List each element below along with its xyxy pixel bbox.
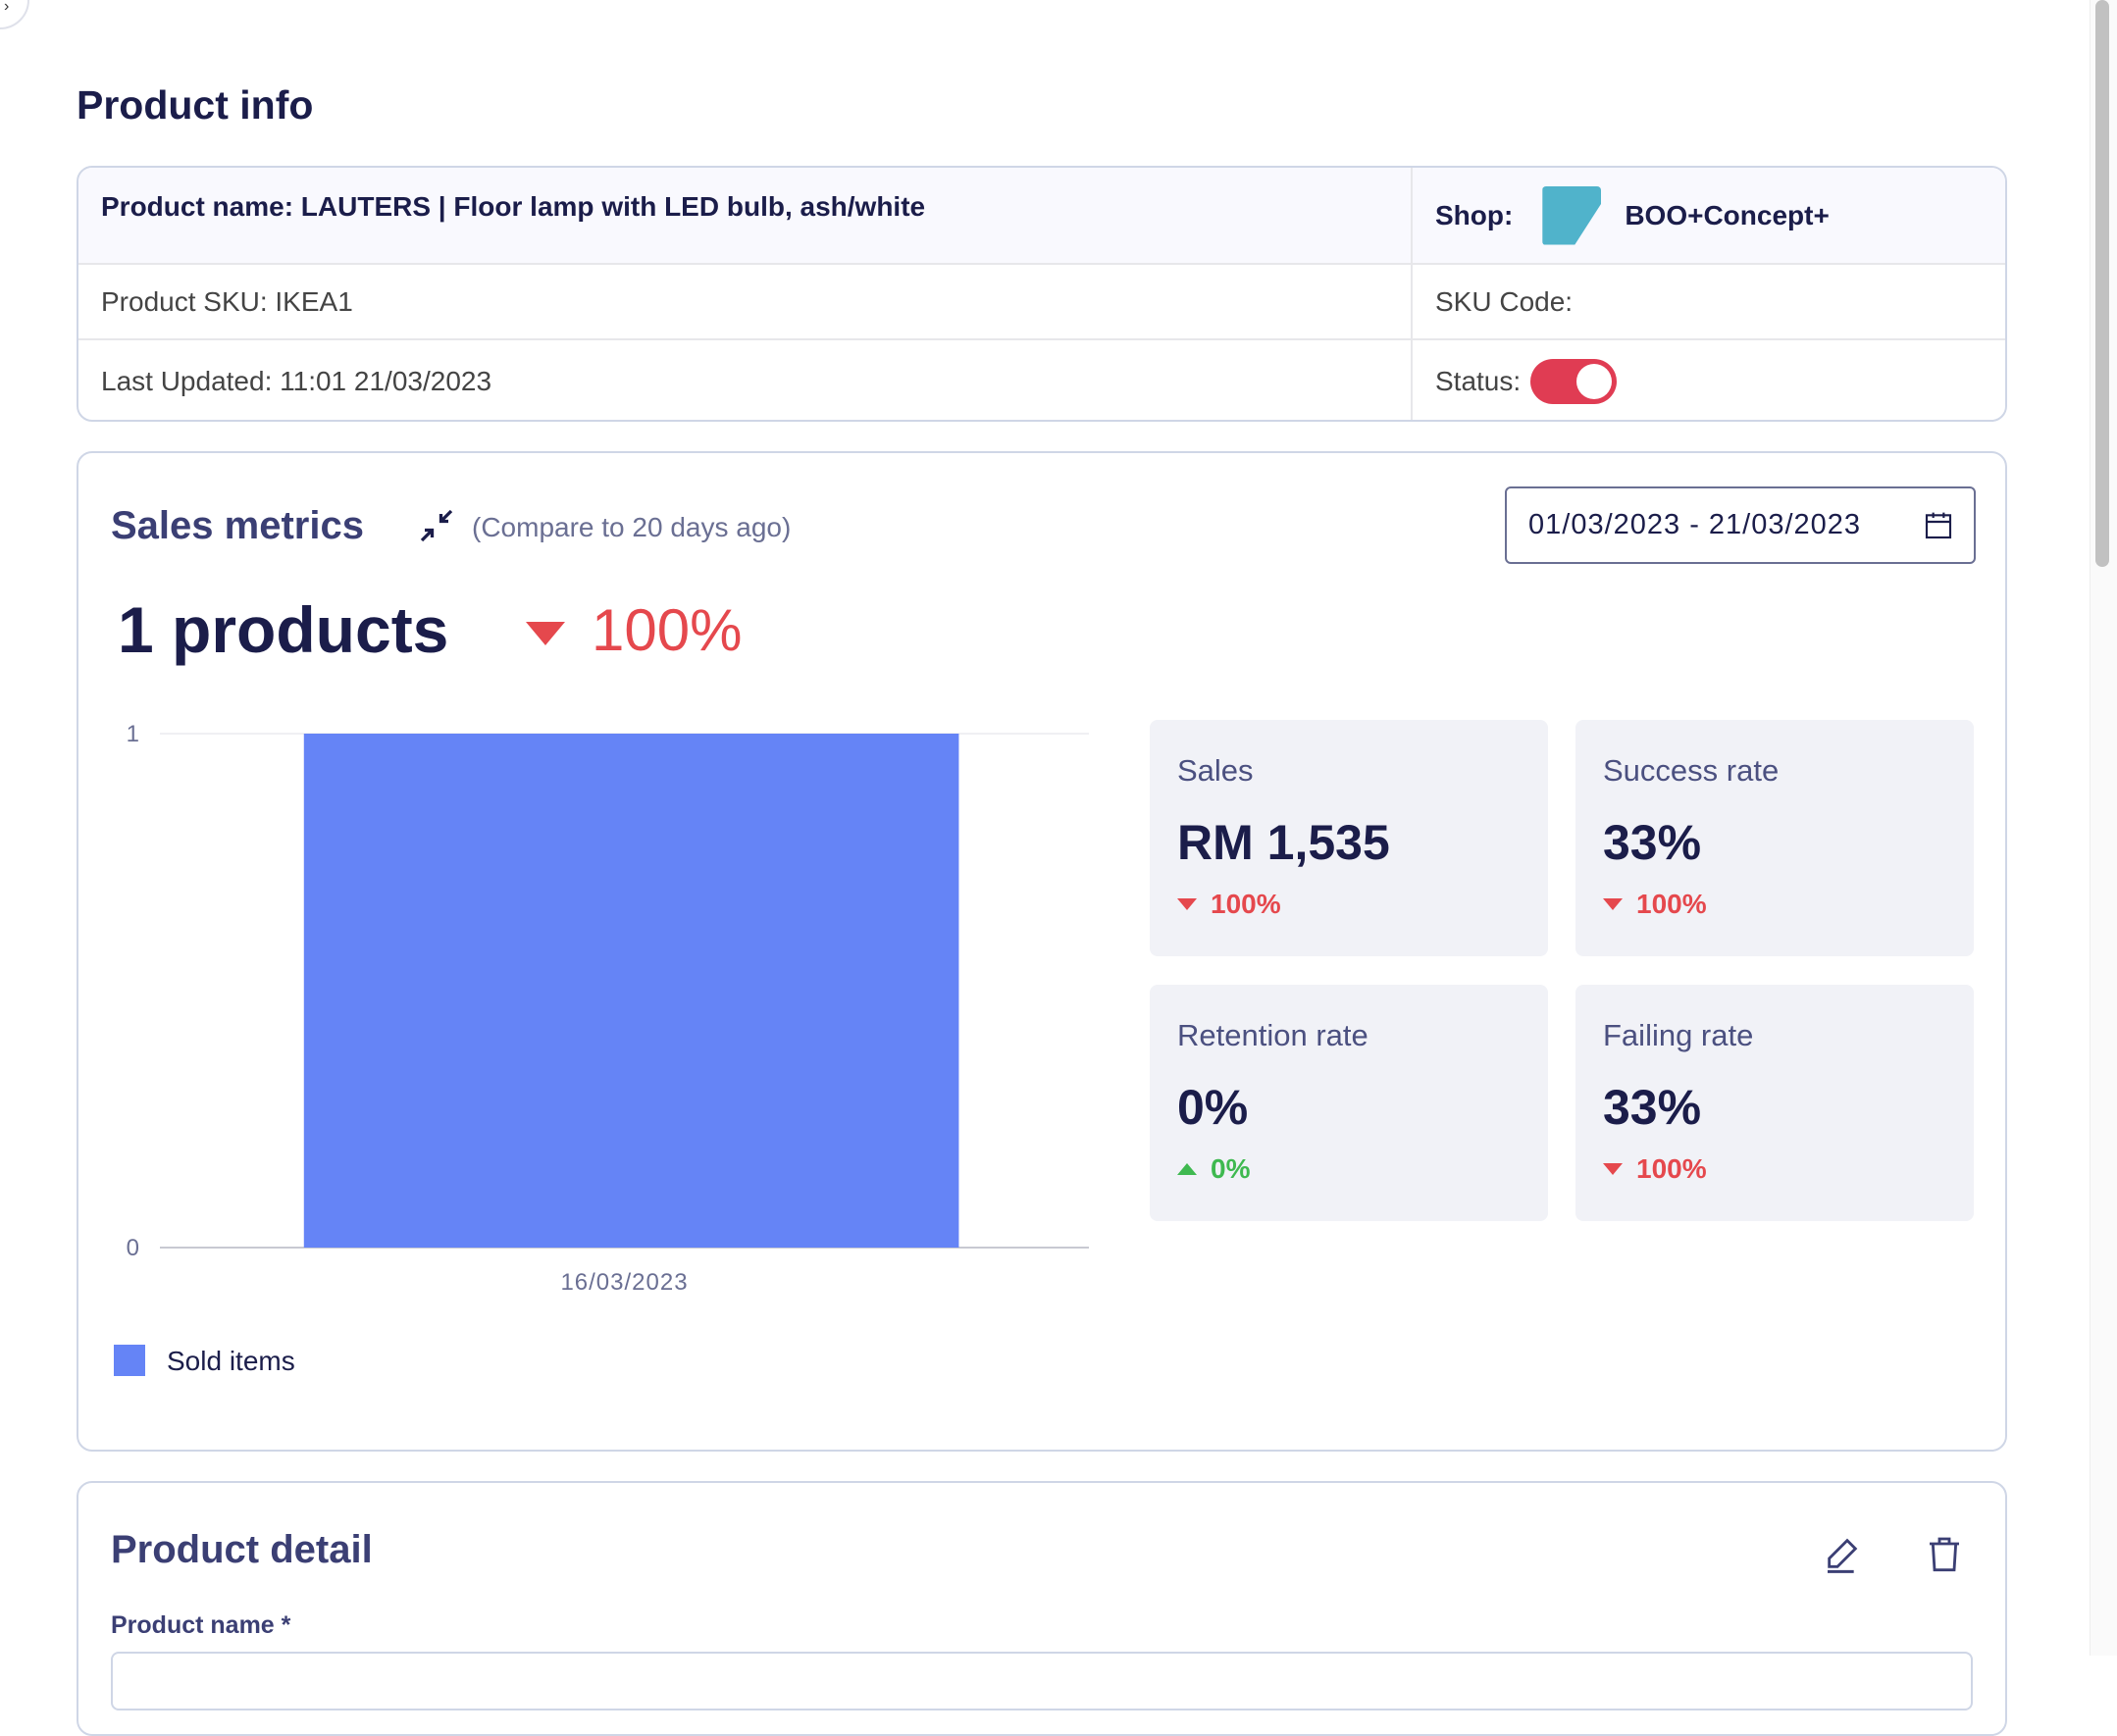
product-name-input[interactable] <box>111 1652 1973 1710</box>
product-count-change: 100% <box>592 597 743 663</box>
legend-swatch <box>114 1345 145 1376</box>
scrollbar-thumb[interactable] <box>2095 0 2109 567</box>
product-detail-title: Product detail <box>111 1528 373 1571</box>
bar <box>303 734 959 1248</box>
last-updated: Last Updated: 11:01 21/03/2023 <box>78 340 1413 420</box>
status-toggle[interactable] <box>1530 358 1618 404</box>
metric-value: 0% <box>1177 1080 1249 1135</box>
metric-label: Retention rate <box>1177 1018 1368 1052</box>
up-triangle-icon <box>1177 1163 1197 1175</box>
down-triangle-icon <box>526 622 565 645</box>
trash-icon[interactable] <box>1925 1534 1964 1573</box>
metric-change: 100% <box>1211 889 1281 919</box>
down-triangle-icon <box>1603 898 1623 910</box>
product-count: 1 products <box>118 593 449 666</box>
shop-name[interactable]: BOO+Concept+ <box>1625 199 1830 230</box>
sales-metrics-title: Sales metrics <box>111 504 364 547</box>
metric-card: Retention rate 0% 0% <box>1150 985 1548 1221</box>
metric-label: Sales <box>1177 753 1254 788</box>
metric-label: Success rate <box>1603 753 1780 788</box>
sku-code: SKU Code: <box>1435 285 1574 317</box>
product-info-card: Product name: LAUTERS | Floor lamp with … <box>77 166 2007 422</box>
page-title: Product info <box>77 82 314 128</box>
compress-icon[interactable] <box>419 508 454 543</box>
sidebar-toggle-button[interactable]: › <box>0 0 29 29</box>
product-detail-card: Product detail Product name * <box>77 1481 2007 1736</box>
edit-icon[interactable] <box>1823 1534 1862 1573</box>
metric-card: Success rate 33% 100% <box>1575 720 1974 956</box>
metric-card: Sales RM 1,535 100% <box>1150 720 1548 956</box>
metric-change: 100% <box>1636 889 1707 919</box>
date-range-value: 01/03/2023 - 21/03/2023 <box>1528 509 1862 540</box>
down-triangle-icon <box>1177 898 1197 910</box>
y-tick-label: 1 <box>127 721 139 747</box>
metric-value: 33% <box>1603 1080 1702 1135</box>
sold-items-chart: 0 1 16/03/2023 <box>127 721 1089 1296</box>
product-sku: Product SKU: IKEA1 <box>78 265 1413 338</box>
metric-label: Failing rate <box>1603 1018 1754 1052</box>
product-name: Product name: LAUTERS | Floor lamp with … <box>78 168 1413 263</box>
compare-note: (Compare to 20 days ago) <box>472 512 792 542</box>
metric-change: 100% <box>1636 1153 1707 1184</box>
legend-label[interactable]: Sold items <box>167 1346 295 1376</box>
product-name-label: Product name * <box>111 1611 291 1639</box>
x-tick-label: 16/03/2023 <box>560 1269 688 1296</box>
calendar-icon <box>1925 512 1952 539</box>
metric-value: 33% <box>1603 815 1702 870</box>
metric-change: 0% <box>1211 1153 1251 1184</box>
shop-logo-icon <box>1542 185 1602 245</box>
sales-metrics-card: Sales metrics (Compare to 20 days ago) 0… <box>77 451 2007 1452</box>
status-label: Status: <box>1435 365 1522 396</box>
down-triangle-icon <box>1603 1163 1623 1175</box>
date-range-picker[interactable]: 01/03/2023 - 21/03/2023 <box>1505 486 1976 564</box>
chevron-right-icon: › <box>4 0 10 15</box>
metric-card: Failing rate 33% 100% <box>1575 985 1974 1221</box>
shop-label: Shop: <box>1435 199 1514 230</box>
metric-value: RM 1,535 <box>1177 815 1390 870</box>
y-tick-label: 0 <box>127 1235 139 1261</box>
